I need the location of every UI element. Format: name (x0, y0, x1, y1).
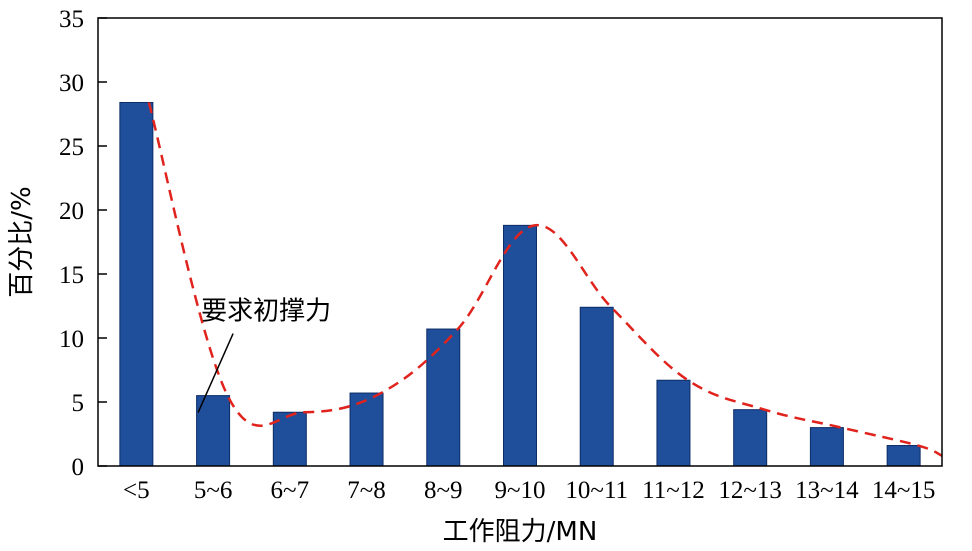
annotation-text: 要求初撑力 (201, 297, 331, 327)
bar (349, 392, 384, 467)
x-tick-label: 11~12 (642, 477, 705, 504)
annotation: 要求初撑力 (197, 297, 331, 413)
y-axis-ticks: 0 5 10 15 20 25 30 35 (59, 6, 107, 481)
x-tick-label: <5 (123, 477, 150, 504)
y-tick-label: 5 (72, 390, 85, 417)
bar (656, 379, 691, 467)
annotation-pointer-line (197, 333, 234, 413)
y-tick-label: 15 (59, 262, 84, 289)
bar (809, 427, 844, 467)
y-axis-title: 百分比/% (7, 186, 37, 297)
trend-line-group (147, 102, 943, 457)
x-axis-title: 工作阻力/MN (443, 517, 598, 547)
bar (503, 224, 537, 467)
bar (426, 328, 461, 467)
x-tick-label: 13~14 (795, 477, 859, 504)
x-tick-label: 8~9 (424, 477, 463, 504)
x-tick-label: 10~11 (565, 477, 628, 504)
plot-frame (97, 17, 943, 467)
bars (119, 101, 921, 467)
bar (579, 306, 614, 467)
x-tick-label: 12~13 (718, 477, 782, 504)
trend-line (147, 102, 943, 457)
y-tick-label: 25 (59, 134, 84, 161)
x-tick-label: 9~10 (494, 477, 545, 504)
y-tick-label: 20 (59, 198, 84, 225)
y-tick-label: 30 (59, 70, 84, 97)
bar (119, 101, 154, 467)
y-tick-label: 10 (59, 326, 84, 353)
y-tick-label: 35 (59, 6, 84, 33)
bar (886, 445, 921, 467)
bar (196, 395, 231, 467)
x-axis-labels: <5 5~6 6~7 7~8 8~9 9~10 10~11 11~12 12~13 13~14 14… (123, 477, 935, 504)
x-tick-label: 14~15 (872, 477, 936, 504)
x-tick-label: 5~6 (194, 477, 233, 504)
y-tick-label: 0 (72, 454, 85, 481)
x-tick-label: 6~7 (271, 477, 310, 504)
x-tick-label: 7~8 (347, 477, 386, 504)
bar (733, 409, 768, 467)
